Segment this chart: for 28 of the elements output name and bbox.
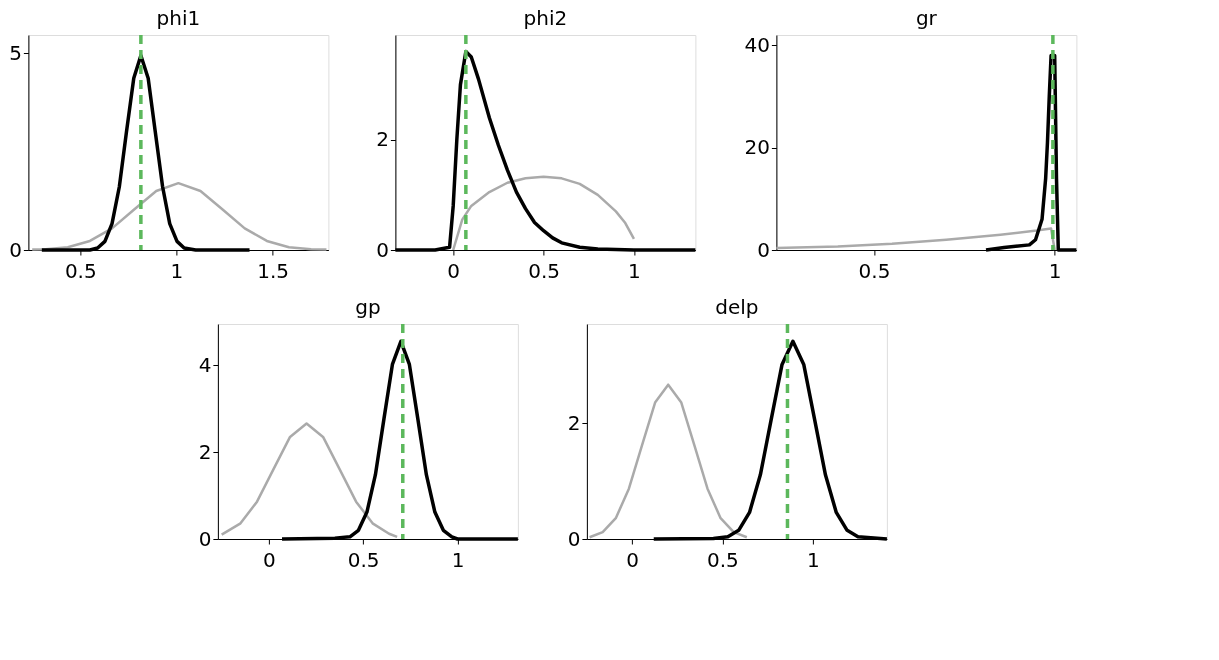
y-tick-label: 20 (744, 135, 770, 160)
x-tick-label: 0.5 (347, 547, 380, 572)
x-tick-label: 1 (170, 258, 184, 283)
y-tick-label: 2 (198, 439, 212, 464)
x-tick-label: 0 (262, 547, 276, 572)
y-tick-label: 0 (198, 526, 212, 551)
x-tick-label: 1.5 (257, 258, 290, 283)
chart-title: phi1 (156, 6, 201, 31)
chart-title: delp (715, 295, 759, 320)
x-tick-label: 1 (451, 547, 465, 572)
x-tick-label: 0.5 (64, 258, 97, 283)
y-tick-label: 40 (744, 32, 770, 57)
y-tick-label: 0 (757, 237, 770, 262)
x-tick-label: 1 (628, 258, 641, 283)
x-tick-label: 0 (447, 258, 461, 283)
y-tick-label: 2 (567, 410, 581, 435)
x-tick-label: 0.5 (858, 258, 891, 283)
y-tick-label: 2 (376, 127, 389, 152)
x-tick-label: 1 (806, 547, 820, 572)
y-tick-label: 4 (198, 352, 212, 377)
x-tick-label: 1 (1048, 258, 1062, 283)
chart-title: gr (915, 6, 938, 31)
chart-title: phi2 (523, 6, 568, 31)
y-tick-label: 5 (9, 40, 22, 65)
x-tick-label: 0.5 (528, 258, 560, 283)
x-tick-label: 0.5 (707, 547, 739, 572)
x-tick-label: 0 (626, 547, 639, 572)
chart-title: gp (355, 295, 381, 320)
